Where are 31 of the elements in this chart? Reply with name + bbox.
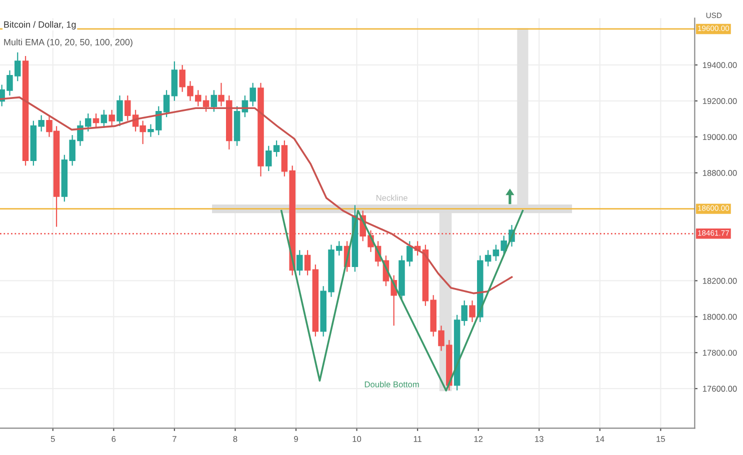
- x-tick-label: 11: [414, 436, 422, 442]
- candlestick: [116, 94, 123, 127]
- y-tick-label: 17600.00: [702, 386, 737, 392]
- x-tick-label: 8: [233, 436, 238, 442]
- y-tick-label: 17800.00: [702, 350, 737, 356]
- candlestick: [296, 250, 303, 276]
- annotation: Neckline: [376, 194, 408, 201]
- candlestick: [210, 90, 218, 112]
- x-tick-label: 10: [352, 436, 362, 442]
- x-tick-label: 9: [294, 436, 298, 442]
- x-tick-label: 13: [535, 436, 544, 442]
- y-tick-label: 19200.00: [702, 98, 737, 104]
- annotation: Double Bottom: [364, 381, 419, 388]
- x-tick-label: 7: [172, 436, 176, 442]
- y-tick-label: 19400.00: [702, 62, 737, 68]
- text: Multi EMA (10, 20, 50, 100, 200): [4, 38, 132, 48]
- candlestick: [108, 109, 115, 127]
- candlestick: [469, 300, 476, 323]
- y-tick-label: 18000.00: [702, 314, 737, 320]
- y-tick-label: 18200.00: [702, 278, 737, 284]
- x-tick-label: 6: [112, 436, 116, 442]
- x-tick-label: 5: [50, 436, 55, 442]
- y-tick-label: 19000.00: [702, 134, 737, 140]
- candlestick: [100, 109, 108, 128]
- chart-title: Bitcoin / Dollar, 1g: [4, 21, 76, 30]
- candlestick: [304, 250, 311, 276]
- x-tick-label: 14: [596, 436, 604, 442]
- x-tick-label: 15: [656, 436, 665, 442]
- candlestick: [92, 112, 100, 128]
- y-tick-label: 18800.00: [702, 170, 737, 176]
- x-tick-label: 12: [474, 436, 483, 442]
